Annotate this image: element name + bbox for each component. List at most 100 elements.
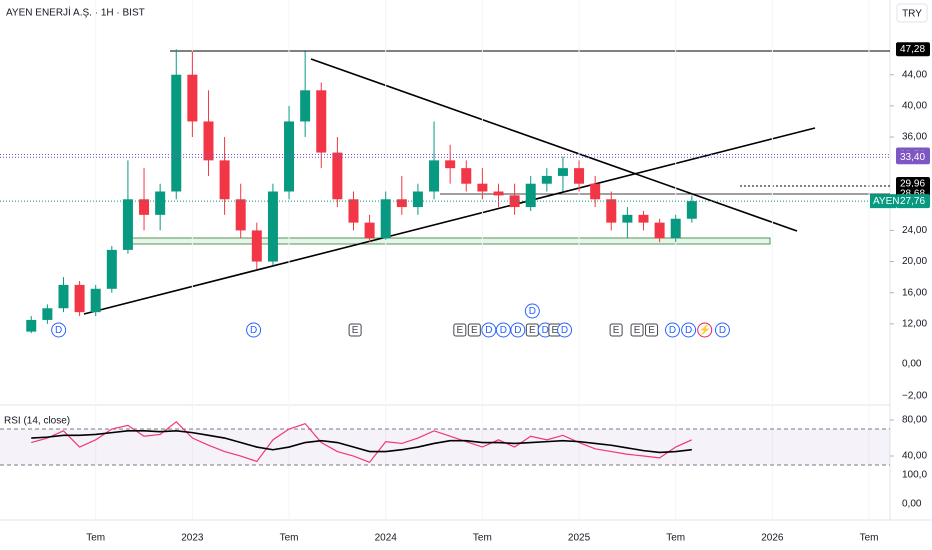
event-marker[interactable] (495, 322, 511, 338)
event-marker[interactable] (697, 322, 713, 338)
currency[interactable]: TRY (902, 9, 922, 20)
candle-body (332, 152, 343, 200)
trend-line (310, 58, 798, 232)
axis-label: −2,00 (902, 391, 928, 402)
event-marker[interactable] (246, 322, 262, 338)
x-tick-label: Tem (86, 533, 105, 544)
candle-body (541, 175, 552, 184)
candle-body (26, 319, 37, 332)
event-marker[interactable] (645, 323, 659, 337)
event-label[interactable]: E (552, 325, 559, 336)
price-label-box (896, 150, 930, 165)
price-label: 47,28 (900, 44, 925, 55)
candle-body (557, 168, 568, 176)
price-label-box (896, 42, 930, 57)
candle-body (429, 160, 440, 192)
y-tick-label: 20,00 (902, 256, 927, 267)
candle-body (219, 160, 230, 200)
x-tick-label: 2026 (761, 533, 784, 544)
x-tick-label: 2023 (181, 533, 204, 544)
event-marker[interactable] (481, 322, 497, 338)
event-label[interactable]: ⚡ (698, 323, 710, 336)
axis-label: 100,0 (902, 470, 927, 481)
event-label[interactable]: D (514, 325, 521, 336)
candle-body (90, 288, 101, 313)
event-marker[interactable] (609, 323, 623, 337)
price-label-box (896, 194, 930, 209)
symbol-tag-box (870, 194, 896, 209)
candle-body (477, 183, 488, 192)
event-label[interactable]: E (613, 325, 620, 336)
rsi-ma-line (31, 430, 692, 454)
price-label: 27,76 (900, 196, 925, 207)
event-label[interactable]: E (529, 325, 536, 336)
price-label: 29,96 (900, 179, 925, 190)
y-tick-label: 80,00 (902, 415, 927, 426)
event-marker[interactable] (664, 322, 680, 338)
event-marker[interactable] (681, 322, 697, 338)
candle-body (606, 199, 617, 223)
event-label[interactable]: E (634, 325, 641, 336)
currency-box[interactable] (896, 3, 928, 23)
event-label[interactable]: D (500, 325, 507, 336)
event-marker[interactable] (51, 322, 67, 338)
candle-body (670, 218, 681, 239)
candle-body (203, 121, 214, 161)
candle-body (300, 90, 311, 122)
x-tick-label: 2025 (568, 533, 591, 544)
candle-body (74, 284, 85, 313)
y-tick-label: 12,00 (902, 318, 927, 329)
event-label[interactable]: D (719, 325, 726, 336)
candle-body (525, 183, 536, 208)
candle-body (316, 90, 327, 153)
event-label[interactable]: D (561, 325, 568, 336)
candle-body (267, 191, 278, 262)
candle-body (509, 195, 520, 208)
candle-body (654, 222, 665, 239)
event-label[interactable]: E (471, 325, 478, 336)
event-label[interactable]: D (685, 325, 692, 336)
x-tick-label: Tem (860, 533, 879, 544)
event-marker[interactable] (557, 322, 573, 338)
candle-body (251, 230, 262, 262)
event-label[interactable]: D (55, 325, 62, 336)
event-marker[interactable] (348, 323, 362, 337)
event-label[interactable]: D (669, 325, 676, 336)
event-label[interactable]: D (250, 325, 257, 336)
event-label[interactable]: D (529, 306, 536, 317)
candle-body (590, 183, 601, 200)
rsi-values-line (31, 421, 693, 464)
axis-label: 0,00 (902, 499, 922, 510)
candle-body (396, 199, 407, 208)
price-label: 28,68 (900, 189, 925, 200)
event-marker[interactable] (524, 303, 540, 319)
event-marker[interactable] (630, 323, 644, 337)
event-label[interactable]: E (456, 325, 463, 336)
candle-body (380, 199, 391, 239)
y-tick-label: 40,00 (902, 101, 927, 112)
y-tick-label: 44,00 (902, 69, 927, 80)
event-label[interactable]: D (485, 325, 492, 336)
event-marker[interactable] (453, 323, 467, 337)
candle-body (622, 214, 633, 223)
candle-body (574, 168, 585, 184)
candle-body (445, 160, 456, 169)
axis-label: 0,00 (902, 359, 922, 370)
support-zone (131, 237, 771, 245)
candle-body (42, 308, 53, 320)
candle-body (58, 284, 69, 309)
event-marker[interactable] (467, 323, 481, 337)
event-marker[interactable] (714, 322, 730, 338)
event-label[interactable]: D (542, 325, 549, 336)
x-tick-label: Tem (666, 533, 685, 544)
event-label[interactable]: E (352, 325, 359, 336)
candle-body (187, 74, 198, 122)
rsi-title: RSI (14, close) (4, 416, 70, 427)
candle-body (284, 121, 295, 192)
event-marker[interactable] (510, 322, 526, 338)
event-label[interactable]: E (648, 325, 655, 336)
candle-body (364, 222, 375, 239)
y-tick-label: 40,00 (902, 451, 927, 462)
